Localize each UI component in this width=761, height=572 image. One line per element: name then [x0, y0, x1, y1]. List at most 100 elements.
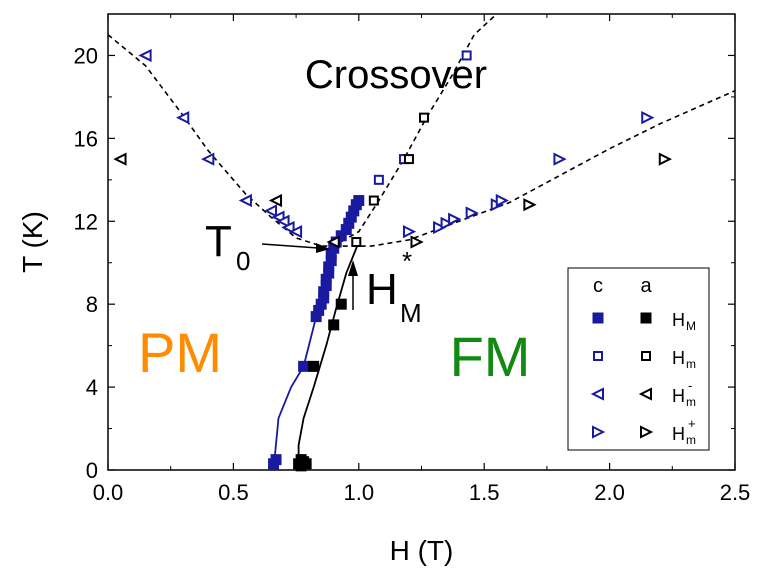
crossover-line-curve [333, 13, 498, 247]
t0-annotation: T 0 [205, 217, 330, 276]
data-point [276, 214, 290, 228]
data-point [402, 225, 417, 239]
legend-marker-a [641, 351, 651, 361]
fm-region-label: FM [450, 325, 531, 388]
y-tick-label: 4 [86, 375, 98, 400]
legend-label-superscript: + [688, 416, 696, 431]
data-point [335, 298, 347, 310]
legend-label-subscript: m [686, 433, 696, 447]
data-point [553, 152, 567, 166]
data-point [495, 193, 509, 208]
data-point [351, 237, 362, 247]
y-tick-label: 16 [74, 126, 98, 151]
pm-region-label: PM [138, 321, 222, 384]
data-point [268, 193, 283, 208]
legend-marker-a [640, 312, 652, 324]
x-tick-label: 0.0 [93, 480, 124, 505]
data-point [326, 235, 340, 249]
data-point [300, 458, 312, 470]
phase-boundary-right-curve [333, 89, 736, 247]
data-point [270, 454, 282, 466]
t0-subscript: 0 [236, 246, 250, 276]
legend-marker-a [640, 425, 654, 439]
legend-label: H [672, 348, 685, 368]
hm-star-label: H [366, 265, 398, 314]
data-point [403, 154, 414, 165]
data-point [308, 360, 320, 372]
y-tick-label: 20 [74, 43, 98, 68]
data-point [658, 152, 673, 166]
data-point [288, 225, 303, 239]
series-c-H_M [268, 195, 365, 470]
hm-star-subscript: M [400, 298, 422, 328]
data-point [368, 195, 379, 206]
phase-boundary-left-curve [107, 34, 334, 247]
hm-c-line [272, 200, 363, 471]
x-tick-label: 2.0 [594, 480, 625, 505]
data-point [328, 319, 340, 331]
hm-star-arrowhead [348, 260, 358, 276]
legend-marker-c [593, 351, 603, 361]
series-c-H_mplus [402, 111, 655, 239]
series-a-H_M [293, 298, 347, 472]
legend-box [567, 267, 710, 451]
legend-col-header-a: a [640, 275, 652, 297]
data-point [461, 50, 472, 61]
x-tick-label: 0.5 [218, 480, 249, 505]
t0-arrowhead [316, 243, 330, 253]
hm-star-superscript: * [402, 246, 412, 276]
data-point [440, 216, 454, 230]
series-a-H_mplus [410, 152, 673, 249]
data-point [373, 174, 384, 185]
hm-star-annotation: H * M [348, 246, 422, 328]
series-c-H_mminus [138, 48, 303, 239]
data-point [410, 235, 424, 249]
data-point [138, 48, 152, 63]
legend-col-header-c: c [593, 275, 603, 297]
data-point [238, 193, 252, 208]
legend: c a H MH mH m-H m+ [567, 267, 710, 451]
legend-label-superscript: - [688, 378, 692, 393]
data-point [176, 111, 190, 125]
y-tick-label: 8 [86, 292, 98, 317]
data-point [433, 220, 447, 235]
y-axis-label: T (K) [17, 211, 48, 273]
legend-label: H [672, 386, 685, 406]
data-point [298, 360, 310, 372]
legend-marker-c [592, 312, 604, 324]
data-point [201, 152, 215, 166]
legend-marker-c [590, 387, 604, 401]
x-tick-label: 1.0 [344, 480, 375, 505]
y-tick-label: 0 [86, 458, 98, 483]
data-point [465, 206, 479, 220]
series-a-H_m [351, 112, 430, 247]
legend-label: H [672, 424, 685, 444]
legend-marker-a [638, 387, 652, 401]
legend-label-subscript: M [686, 319, 696, 333]
legend-marker-c [592, 425, 606, 439]
legend-label-subscript: m [686, 357, 696, 371]
data-point [281, 220, 295, 235]
legend-label: H [672, 310, 685, 330]
data-point [641, 111, 655, 125]
data-point [419, 112, 430, 123]
x-tick-label: 2.5 [720, 480, 751, 505]
crossover-label: Crossover [305, 53, 487, 97]
x-tick-label: 1.5 [469, 480, 500, 505]
y-tick-label: 12 [74, 209, 98, 234]
data-point [263, 204, 278, 218]
data-point [448, 212, 462, 226]
t0-label: T [205, 217, 232, 266]
data-point [523, 198, 537, 212]
t0-arrow [261, 243, 319, 249]
data-point [353, 195, 365, 207]
series-a-H_mminus [113, 152, 340, 249]
x-axis-label: H (T) [390, 535, 454, 566]
data-point [113, 152, 127, 166]
legend-label-subscript: m [686, 395, 696, 409]
